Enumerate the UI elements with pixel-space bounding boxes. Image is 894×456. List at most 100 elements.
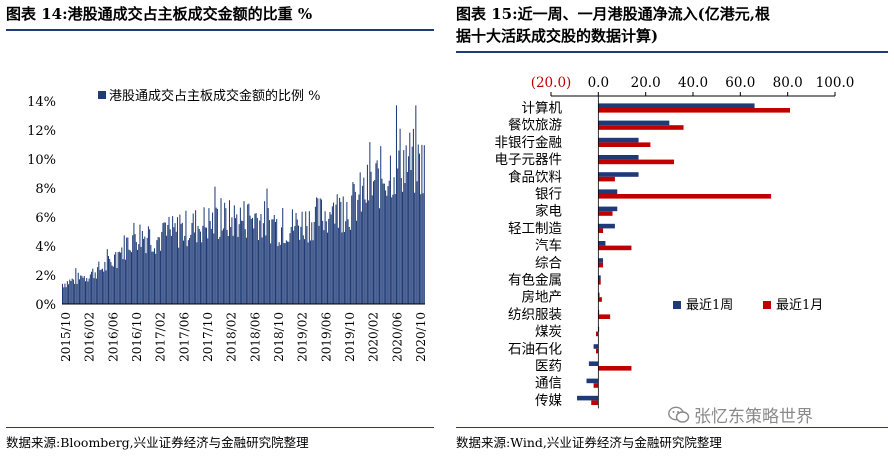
share-bar [161,231,163,304]
share-bar [402,191,404,304]
share-bar [149,229,151,304]
share-bar [391,197,393,304]
share-bar [214,186,216,304]
share-bar [169,229,171,304]
right-x-tick-label: (20.0) [531,75,572,91]
share-bar [307,242,309,304]
share-bar [239,207,241,304]
left-x-tick-label: 2020/02 [367,312,381,362]
inflow-bar [598,275,601,280]
right-category-label: 房地产 [522,290,563,306]
share-bar [232,235,234,304]
share-bar [189,237,191,304]
share-bar [201,242,203,304]
share-bar [366,164,368,304]
share-bar [264,201,266,304]
share-bar [339,197,341,304]
inflow-bar [598,241,606,246]
share-bar [255,213,257,304]
share-bar [283,243,285,304]
share-bar [221,230,223,304]
share-bar [330,214,332,304]
share-bar [254,213,256,304]
share-bar [354,191,356,304]
share-bar [394,194,396,304]
share-bar [238,224,240,304]
share-bar [247,204,249,304]
share-bar [122,259,124,304]
share-bar [379,208,381,304]
share-bar [340,201,342,304]
share-bar [397,168,399,304]
share-bar [156,240,158,304]
share-bar [129,250,131,304]
share-bar [184,235,186,304]
share-bar [333,202,335,304]
share-bar [216,208,218,304]
share-bar [243,201,245,304]
share-bar [420,194,422,304]
right-category-label: 传媒 [535,393,563,409]
left-y-tick-label: 6% [35,211,56,226]
share-bar [193,232,195,304]
share-bar [300,226,302,304]
share-bar [357,199,359,304]
share-bar [362,185,364,304]
share-bar [398,150,400,304]
inflow-bar [595,331,599,337]
share-bar [222,228,224,304]
share-bar [342,196,344,304]
share-bar [91,271,93,304]
share-bar [133,222,135,304]
left-y-tick-label: 4% [35,240,56,255]
share-bar [370,171,372,304]
share-bar [299,239,301,304]
left-x-tick-label: 2017/02 [154,312,168,362]
share-bar [317,198,319,304]
share-bar [345,221,347,304]
share-bar [202,225,204,304]
inflow-bar [598,262,604,268]
share-bar [328,218,330,304]
left-legend-label: 港股通成交占主板成交金额的比例 % [109,88,321,104]
right-category-label: 餐饮旅游 [508,118,562,134]
share-bar [404,183,406,304]
share-bar [294,226,296,304]
right-category-label: 轻工制造 [508,221,562,237]
right-legend-swatch [673,301,681,309]
share-bar [347,219,349,304]
share-bar [116,267,118,304]
share-bar [181,222,183,304]
share-bar [185,210,187,304]
inflow-bar [598,314,611,319]
net-inflow-chart: (20.0) 0.0 20.0 40.0 60.0 80.0 100.0 计算机餐饮旅游非银行… [495,75,855,409]
share-bar [95,278,97,304]
share-bar [400,178,402,304]
share-bar [381,178,383,304]
share-bar [225,208,227,304]
share-bar [293,230,295,304]
left-y-tick-label: 0% [35,298,56,313]
share-bar [260,214,262,304]
share-bar [365,202,367,304]
share-bar [132,235,134,304]
share-bar [138,244,140,304]
share-bar [368,200,370,304]
share-bar [374,179,376,304]
share-bar [123,235,125,304]
share-bar [203,207,205,304]
share-bar [78,279,80,304]
share-bar [100,269,102,304]
share-bar [272,219,274,304]
inflow-bar [598,155,639,160]
share-bar [145,253,147,304]
share-bar [237,236,239,304]
share-bar [121,247,123,304]
share-bar [86,278,88,304]
share-bar [99,270,101,304]
share-bar [220,198,222,304]
share-bar [66,281,68,304]
inflow-bar [598,211,613,216]
share-bar [291,209,293,304]
left-x-tick-label: 2017/10 [201,312,215,362]
